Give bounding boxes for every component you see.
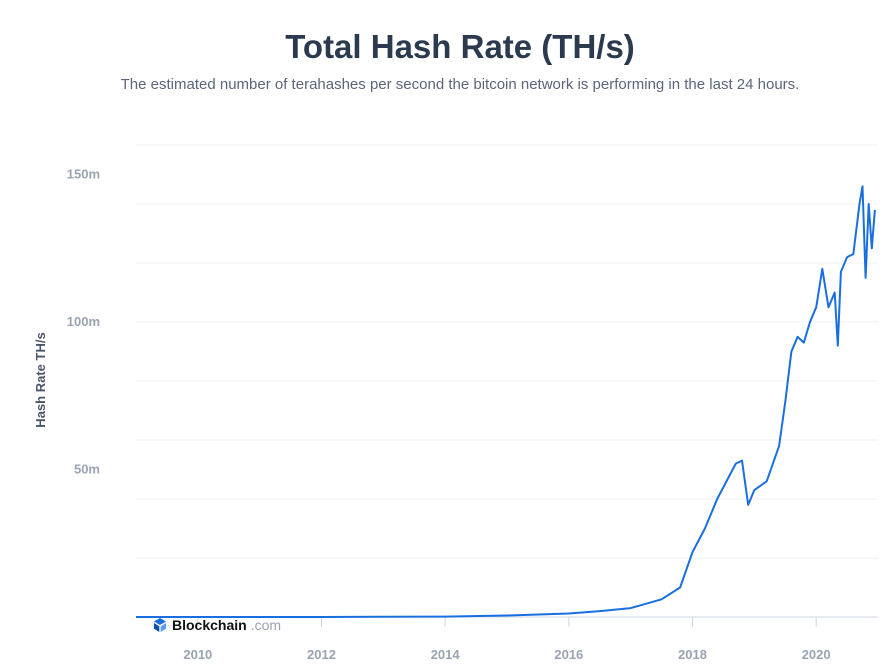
- brand-watermark: Blockchain .com: [152, 617, 281, 633]
- y-tick-label: 50m: [74, 462, 100, 477]
- blockchain-logo-icon: [154, 618, 166, 632]
- grid-lines: [136, 144, 878, 559]
- x-tick-label: 2016: [554, 647, 583, 662]
- chart-title: Total Hash Rate (TH/s): [285, 28, 635, 65]
- x-tick-label: 2014: [431, 647, 461, 662]
- brand-domain: .com: [250, 617, 282, 633]
- y-axis-ticks: 50m 100m 150m: [67, 167, 100, 477]
- y-axis-label: Hash Rate TH/s: [33, 332, 48, 427]
- x-tick-label: 2018: [678, 647, 707, 662]
- series-line: [136, 185, 876, 618]
- x-axis-ticks: 2010 2012 2014 2016 2018 2020: [183, 617, 831, 662]
- series-layer: [136, 185, 876, 618]
- y-tick-label: 150m: [67, 167, 100, 182]
- x-tick-label: 2012: [307, 647, 336, 662]
- x-tick-label: 2010: [183, 647, 212, 662]
- brand-name: Blockchain: [172, 617, 247, 633]
- chart-subtitle: The estimated number of terahashes per s…: [120, 76, 800, 93]
- x-tick-label: 2020: [802, 647, 831, 662]
- y-tick-label: 100m: [67, 314, 100, 329]
